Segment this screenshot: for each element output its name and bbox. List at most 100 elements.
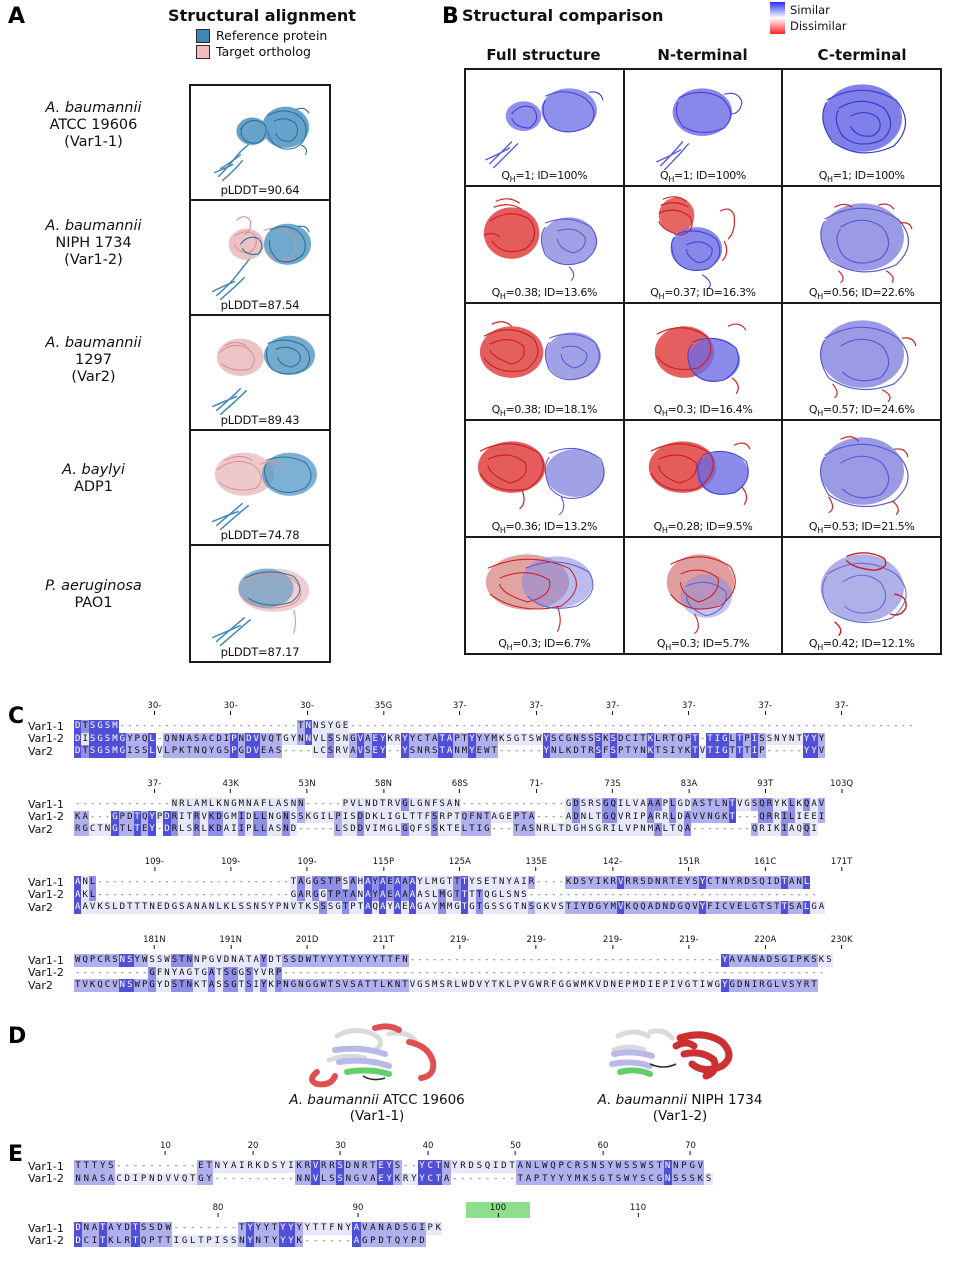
protein-ribbon-image xyxy=(212,216,312,300)
reference-protein-swatch xyxy=(196,28,210,43)
ruler-tick: 40 xyxy=(423,1142,433,1155)
sequence-name: Var1-1 xyxy=(28,797,64,811)
comparison-cell-0-2: QH=1; ID=100% xyxy=(783,70,941,185)
protein-ribbon-image xyxy=(820,436,909,516)
ruler-tick: 109- xyxy=(145,858,164,871)
strain-name: ATCC 19606 xyxy=(49,117,138,134)
ruler-tick: 109- xyxy=(297,858,317,871)
comparison-cell-3-0: QH=0.36; ID=13.2% xyxy=(466,421,625,536)
ruler-tick: 43K xyxy=(223,780,239,793)
legend-similar-label: Similar xyxy=(790,3,830,17)
ruler-tick: 30- xyxy=(224,702,238,715)
structure-cell-4: pLDDT=87.17 xyxy=(191,546,329,661)
structure-cell-0: pLDDT=90.64 xyxy=(191,86,329,201)
comparison-cell-4-2: QH=0.42; ID=12.1% xyxy=(783,538,941,653)
panel-d-letter: D xyxy=(8,1024,27,1049)
protein-ribbon-image xyxy=(657,196,735,290)
alignment-ruler: 37- 43K 53N 58N 68S 71- 73S 83A 93T 103Q xyxy=(78,780,918,798)
protein-ribbon-image xyxy=(820,203,913,284)
ruler-tick: 10 xyxy=(160,1142,171,1155)
protein-ribbon-image xyxy=(609,1028,733,1080)
column-header-full-structure: Full structure xyxy=(486,46,601,64)
sequence-name: Var1-2 xyxy=(28,966,64,980)
comparison-cell-0-1: QH=1; ID=100% xyxy=(624,70,784,185)
comparison-caption-2-2: QH=0.57; ID=24.6% xyxy=(808,402,915,418)
comparison-cell-1-2: QH=0.56; ID=22.6% xyxy=(783,187,941,302)
organism-name: A. baylyi xyxy=(62,462,125,478)
alignment-block: 37- 43K 53N 58N 68S 71- 73S 83A 93T 103Q Var1-1 - - -… xyxy=(0,778,958,856)
panel-e-letter: E xyxy=(8,1142,24,1167)
comparison-caption-4-1: QH=0.3; ID=5.7% xyxy=(656,636,750,652)
alignment-row: Var1-2 D I S G S M G Y P Q L - Q N N A S A C D I P N D V V Q T G Y N N V L… xyxy=(0,732,914,745)
ruler-tick: 35G xyxy=(375,702,392,715)
protein-ribbon-image xyxy=(477,441,605,516)
ruler-tick: 191N xyxy=(219,936,242,949)
comparison-row: QH=0.3; ID=6.7% QH=0.3; ID=5.7% xyxy=(466,538,941,653)
comparison-caption-2-1: QH=0.3; ID=16.4% xyxy=(653,402,753,418)
panel-a-row-label-2: A. baumannii 1297 (Var2) xyxy=(6,335,181,386)
ruler-tick: 219- xyxy=(603,936,622,949)
panel-d-structure-0 xyxy=(232,1020,522,1092)
panel-a-title: Structural alignment xyxy=(168,6,356,25)
ruler-tick: 151R xyxy=(678,858,700,871)
comparison-cell-2-2: QH=0.57; ID=24.6% xyxy=(783,304,941,419)
protein-ribbon-image xyxy=(821,552,908,637)
protein-ribbon-image xyxy=(483,198,598,282)
ruler-tick: 30- xyxy=(300,702,314,715)
strain-name: NIPH 1734 xyxy=(691,1092,763,1108)
comparison-row: QH=0.38; ID=18.1% QH=0.3; ID=16.4% xyxy=(466,304,941,421)
reference-protein-label: Reference protein xyxy=(216,28,328,43)
sequence-name: Var1-2 xyxy=(28,1172,64,1186)
alignment-block: 10 20 30 40 50 60 70 Var1-1 T T T Y S - - - - - - - - - - E T N Y A… xyxy=(0,1140,958,1202)
ruler-tick: 90 xyxy=(353,1204,363,1217)
sequence-name: Var2 xyxy=(28,978,53,992)
ruler-tick: 83A xyxy=(681,780,697,793)
alignment-row: Var1-1 - - - - - - - - - - - - - N R L A M L K N G M N A F L A S N N - - -… xyxy=(0,797,826,811)
comparison-cell-1-1: QH=0.37; ID=16.3% xyxy=(624,187,784,302)
similarity-gradient-bar xyxy=(770,2,785,34)
alignment-row: Var1-2 D C I T K L R T Q P T T I G L T P I S S N Y N T Y Y Y K - - - - - -… xyxy=(0,1234,442,1248)
ruler-tick: 30 xyxy=(335,1142,346,1155)
comparison-caption-0-0: QH=1; ID=100% xyxy=(501,168,588,184)
sequence-name: Var1-1 xyxy=(28,875,64,889)
ruler-tick: 181N xyxy=(143,936,166,949)
ruler-tick: 70 xyxy=(685,1142,696,1155)
ruler-tick: 142- xyxy=(603,858,622,871)
organism-name: A. baumannii xyxy=(597,1092,688,1108)
plddt-value-3: pLDDT=74.78 xyxy=(220,528,300,542)
ruler-tick: 110 xyxy=(630,1204,646,1217)
sequence-name: Var1-1 xyxy=(28,1221,64,1235)
comparison-cell-4-0: QH=0.3; ID=6.7% xyxy=(466,538,625,653)
highlight-region xyxy=(466,1202,530,1218)
ruler-tick: 37- xyxy=(758,702,772,715)
organism-name: P. aeruginosa xyxy=(45,578,142,594)
sequence-name: Var1-2 xyxy=(28,1234,64,1248)
comparison-caption-3-1: QH=0.28; ID=9.5% xyxy=(653,519,753,535)
panel-b-structural-comparison: B Structural comparison Similar Dissimil… xyxy=(440,0,958,700)
target-ortholog-swatch xyxy=(196,44,210,59)
plddt-value-1: pLDDT=87.54 xyxy=(220,298,300,312)
structure-cell-3: pLDDT=74.78 xyxy=(191,431,329,546)
organism-name: A. baumannii xyxy=(45,100,142,116)
ruler-tick: 201D xyxy=(296,936,318,949)
comparison-caption-1-1: QH=0.37; ID=16.3% xyxy=(650,285,756,301)
ruler-tick: 211T xyxy=(373,936,394,949)
sequence-name: Var2 xyxy=(28,900,53,914)
panel-a-row-label-1: A. baumannii NIPH 1734 (Var1-2) xyxy=(6,218,181,269)
comparison-cell-4-1: QH=0.3; ID=5.7% xyxy=(624,538,784,653)
panel-e-pairwise-alignment: E 10 20 30 40 50 60 70 Var1-1 T T T Y S - - - - - - - - - - E T N… xyxy=(0,1140,958,1280)
ruler-tick: 53N xyxy=(298,780,316,793)
protein-ribbon-image xyxy=(479,321,601,381)
structure-cell-1: pLDDT=87.54 xyxy=(191,201,329,316)
